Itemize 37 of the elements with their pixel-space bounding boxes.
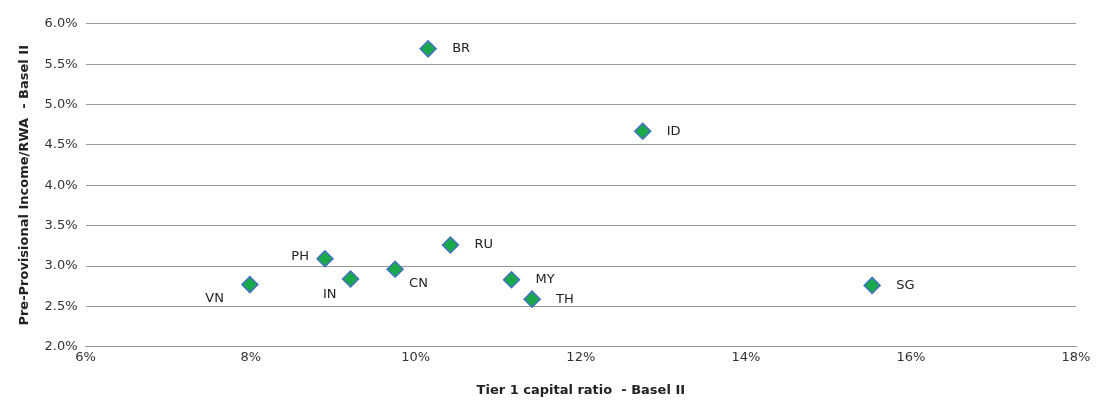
y-tick-label: 3.5%	[44, 217, 78, 233]
annotation: BR	[452, 40, 471, 56]
x-tick-label: 14%	[731, 348, 761, 364]
point	[386, 260, 404, 279]
y-tick-label: 5.5%	[44, 55, 78, 71]
y-tick-label: 3.0%	[44, 257, 78, 273]
point	[341, 270, 360, 288]
annotation: RU	[474, 236, 493, 252]
annotation: TH	[555, 290, 574, 306]
y-tick-label: 2.5%	[44, 297, 78, 313]
point	[316, 250, 334, 268]
point	[633, 122, 652, 140]
y-tick-label: 5.0%	[44, 95, 78, 111]
x-tick-label: 18%	[1061, 348, 1091, 364]
y-axis-title: Pre-Provisional Income/RWA - Basel II	[16, 44, 32, 326]
x-tick-label: 12%	[566, 348, 596, 364]
point	[502, 271, 521, 289]
y-tick-label: 2.0%	[44, 338, 78, 354]
annotation: SG	[896, 276, 915, 292]
y-tick-label: 6.0%	[44, 15, 78, 31]
point	[419, 40, 437, 58]
point	[441, 236, 460, 254]
x-axis-title: Tier 1 capital ratio - Basel II	[476, 381, 686, 397]
point	[523, 290, 541, 308]
y-tick-label: 4.5%	[44, 136, 78, 152]
annotation: VN	[205, 290, 224, 305]
annotation: ID	[666, 122, 681, 138]
point	[863, 276, 881, 295]
x-tick-label: 16%	[896, 348, 926, 364]
x-tick-label: 8%	[240, 348, 261, 364]
annotation: CN	[409, 274, 428, 290]
annotation: IN	[322, 286, 337, 302]
y-tick-label: 4.0%	[44, 176, 78, 192]
x-tick-label: 10%	[401, 348, 431, 364]
point	[241, 275, 259, 294]
annotation: MY	[535, 271, 555, 287]
annotation: PH	[291, 248, 309, 264]
